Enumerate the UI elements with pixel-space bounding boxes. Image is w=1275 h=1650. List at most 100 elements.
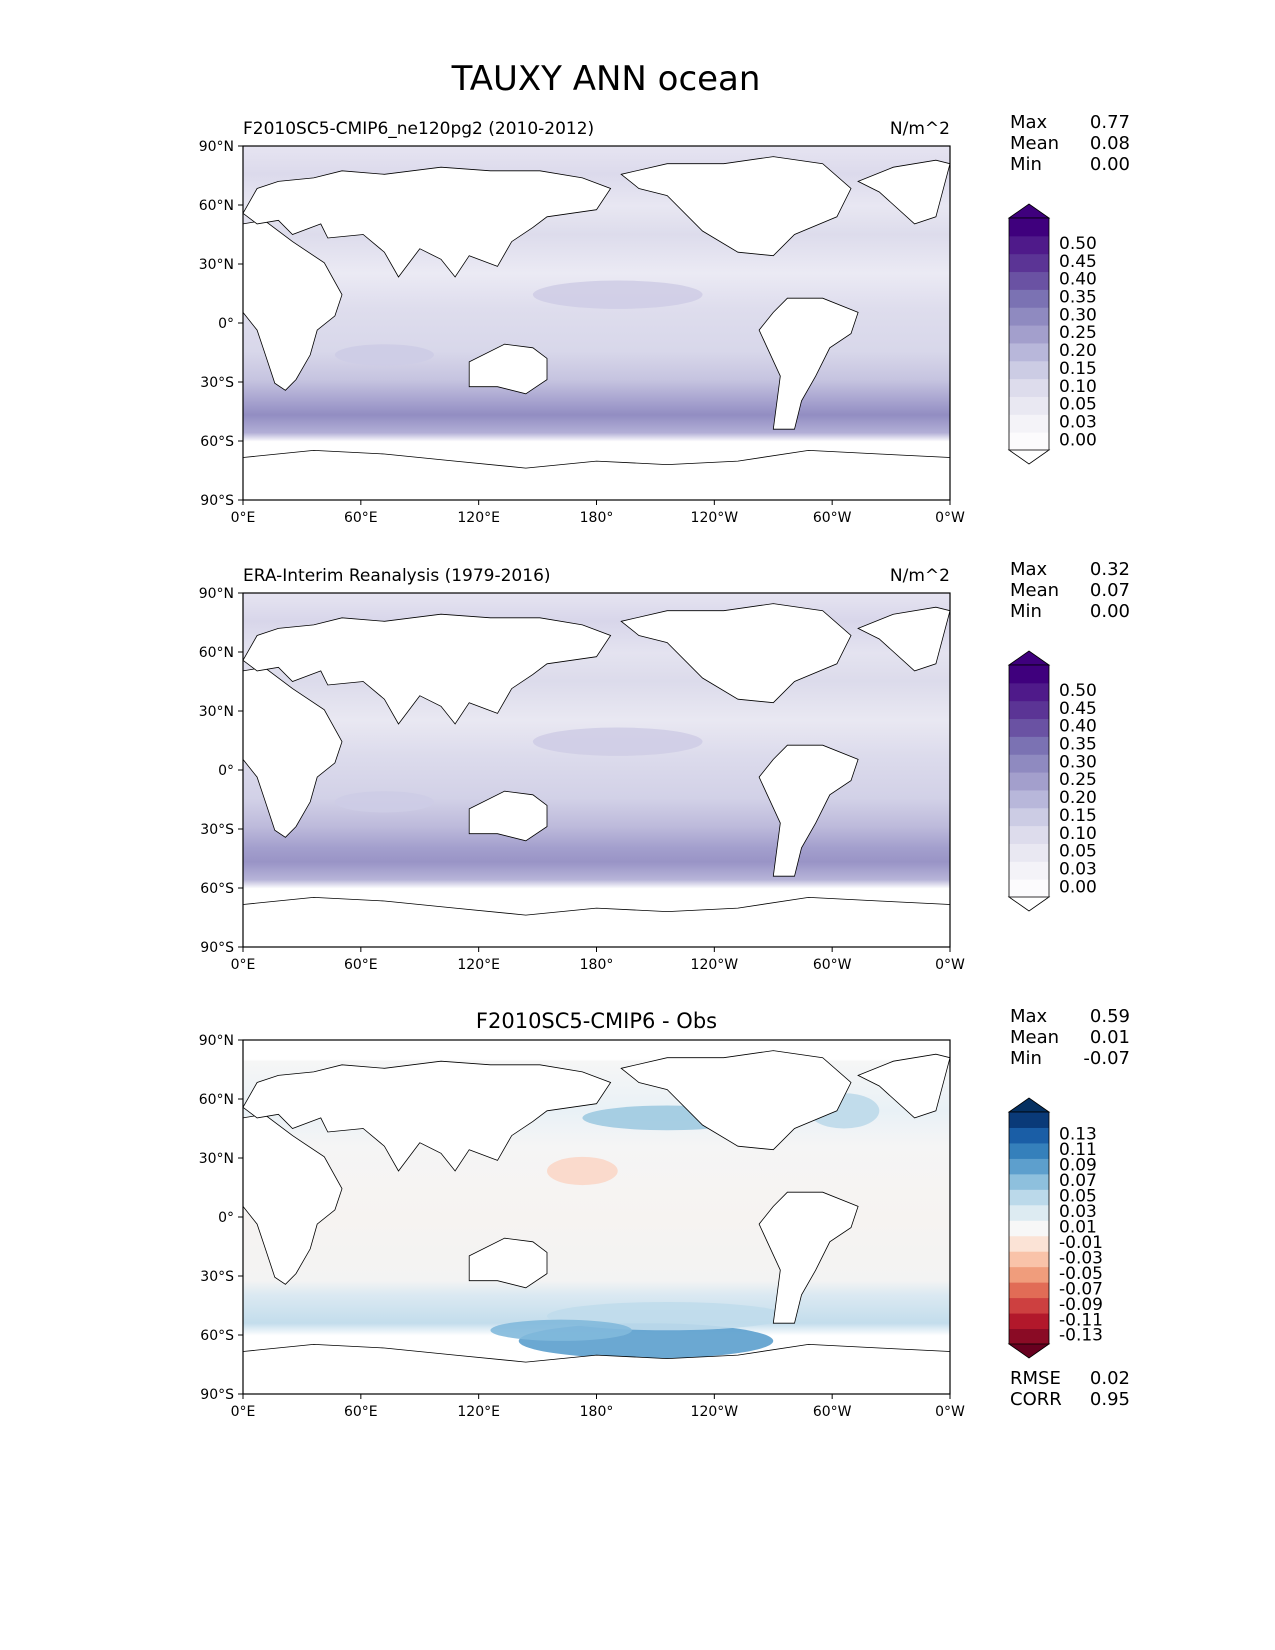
- colorbar-swatch: [1009, 879, 1049, 898]
- colorbar-swatch: [1009, 700, 1049, 720]
- colorbar-swatch: [1009, 378, 1049, 397]
- colorbar-swatch: [1009, 861, 1049, 880]
- field-anomaly: [334, 791, 434, 813]
- stat-value: 0.32: [1090, 559, 1130, 580]
- units-label: N/m^2: [890, 566, 950, 586]
- stat-value: 0.07: [1090, 580, 1130, 601]
- colorbar-swatch: [1009, 665, 1049, 684]
- lon-tick-label: 120°E: [457, 957, 500, 973]
- colorbar-label: 0.35: [1059, 735, 1097, 755]
- lon-tick-label: 0°W: [935, 957, 965, 973]
- land-eurasia: [242, 1060, 612, 1172]
- colorbar-label: 0.30: [1059, 752, 1097, 772]
- lat-tick-label: 90°N: [199, 139, 234, 155]
- lon-tick-label: 60°W: [813, 510, 852, 526]
- lat-tick-label: 60°N: [199, 645, 234, 661]
- colorbar-swatch: [1009, 1158, 1049, 1175]
- colorbar-swatch: [1009, 271, 1049, 290]
- colorbar-swatch: [1009, 1297, 1049, 1314]
- colorbar-swatch: [1009, 360, 1049, 380]
- field-anomaly: [334, 344, 434, 366]
- coastlines: [242, 603, 951, 948]
- colorbar-extend-low: [1007, 896, 1051, 912]
- colorbar-label: 0.15: [1059, 359, 1097, 379]
- lon-tick-label: 0°W: [935, 1404, 965, 1420]
- lat-tick-label: 30°N: [199, 704, 234, 720]
- colorbar-label: 0.10: [1059, 377, 1097, 397]
- lat-tick-label: 60°N: [199, 198, 234, 214]
- colorbar-swatch: [1009, 754, 1049, 773]
- colorbar-swatch: [1009, 718, 1049, 737]
- colorbar-swatch: [1009, 1282, 1049, 1299]
- lon-tick-label: 0°E: [231, 1404, 256, 1420]
- colorbar-label: 0.40: [1059, 270, 1097, 290]
- land-africa: [242, 1113, 343, 1285]
- colorbar-swatch: [1009, 825, 1049, 844]
- field-anomaly: [547, 1156, 618, 1186]
- stat-label: Max: [1010, 559, 1048, 580]
- land-south-america: [758, 744, 859, 877]
- lon-tick-label: 180°: [580, 957, 614, 973]
- colorbar-extend-low: [1007, 1343, 1051, 1359]
- colorbar-frame: [1008, 1111, 1050, 1345]
- lat-tick-label: 0°: [218, 316, 234, 332]
- colorbar-swatch: [1009, 432, 1049, 451]
- colorbar-swatch: [1009, 1220, 1049, 1237]
- field-anomaly: [490, 1319, 632, 1341]
- stat-label: Max: [1010, 1006, 1048, 1027]
- colorbar-swatch: [1009, 1173, 1049, 1190]
- colorbar-swatch: [1009, 1189, 1049, 1206]
- land-africa: [242, 666, 343, 838]
- lon-tick-label: 60°W: [813, 1404, 852, 1420]
- colorbar-swatch: [1009, 1235, 1049, 1252]
- colorbar: 0.000.030.050.100.150.200.250.300.350.40…: [1007, 650, 1097, 912]
- colorbar-swatch: [1009, 307, 1049, 326]
- colorbar-label: -0.01: [1059, 1233, 1103, 1253]
- extra-stat-value: 0.95: [1090, 1389, 1130, 1410]
- panel-title: ERA-Interim Reanalysis (1979-2016): [243, 566, 551, 586]
- stat-label: Mean: [1010, 1027, 1059, 1048]
- land-eurasia: [242, 613, 612, 725]
- stat-value: 0.08: [1090, 133, 1130, 154]
- colorbar-swatch: [1009, 1313, 1049, 1330]
- land-africa: [242, 219, 343, 391]
- lat-tick-label: 90°N: [199, 1033, 234, 1049]
- lon-tick-label: 120°E: [457, 510, 500, 526]
- colorbar-label: 0.30: [1059, 305, 1097, 325]
- stat-label: Min: [1010, 1048, 1042, 1069]
- colorbar-label: 0.50: [1059, 234, 1097, 254]
- lat-tick-label: 60°S: [200, 1328, 234, 1344]
- colorbar-label: 0.03: [1059, 859, 1097, 879]
- colorbar-label: 0.07: [1059, 1171, 1097, 1191]
- colorbar: -0.13-0.11-0.09-0.07-0.05-0.03-0.010.010…: [1007, 1097, 1103, 1359]
- lon-tick-label: 0°W: [935, 510, 965, 526]
- colorbar-label: 0.03: [1059, 1202, 1097, 1222]
- lon-tick-label: 120°W: [691, 957, 739, 973]
- colorbar-swatch: [1009, 1251, 1049, 1268]
- colorbar-extend-high: [1007, 203, 1051, 219]
- colorbar-extend-low: [1007, 449, 1051, 465]
- colorbar-label: -0.09: [1059, 1295, 1103, 1315]
- colorbar-label: 0.01: [1059, 1217, 1097, 1237]
- colorbar-label: -0.07: [1059, 1279, 1103, 1299]
- colorbar-label: 0.20: [1059, 341, 1097, 361]
- colorbar-swatch: [1009, 1328, 1049, 1345]
- land-south-america: [758, 1191, 859, 1324]
- lon-tick-label: 120°W: [691, 1404, 739, 1420]
- colorbar-swatch: [1009, 1266, 1049, 1283]
- lon-tick-label: 60°W: [813, 957, 852, 973]
- colorbar-label: 0.05: [1059, 395, 1097, 415]
- land-greenland: [857, 1053, 951, 1119]
- lon-tick-label: 120°E: [457, 1404, 500, 1420]
- colorbar-swatch: [1009, 789, 1049, 809]
- colorbar-frame: [1008, 664, 1050, 898]
- lon-tick-label: 60°E: [344, 957, 378, 973]
- colorbar-label: 0.20: [1059, 788, 1097, 808]
- colorbar-swatch: [1009, 289, 1049, 308]
- colorbar-label: 0.05: [1059, 842, 1097, 862]
- colorbar-label: 0.00: [1059, 430, 1097, 450]
- colorbar: 0.000.030.050.100.150.200.250.300.350.40…: [1007, 203, 1097, 465]
- coastlines: [242, 1050, 951, 1395]
- colorbar-label: -0.13: [1059, 1326, 1103, 1346]
- stat-label: Mean: [1010, 580, 1059, 601]
